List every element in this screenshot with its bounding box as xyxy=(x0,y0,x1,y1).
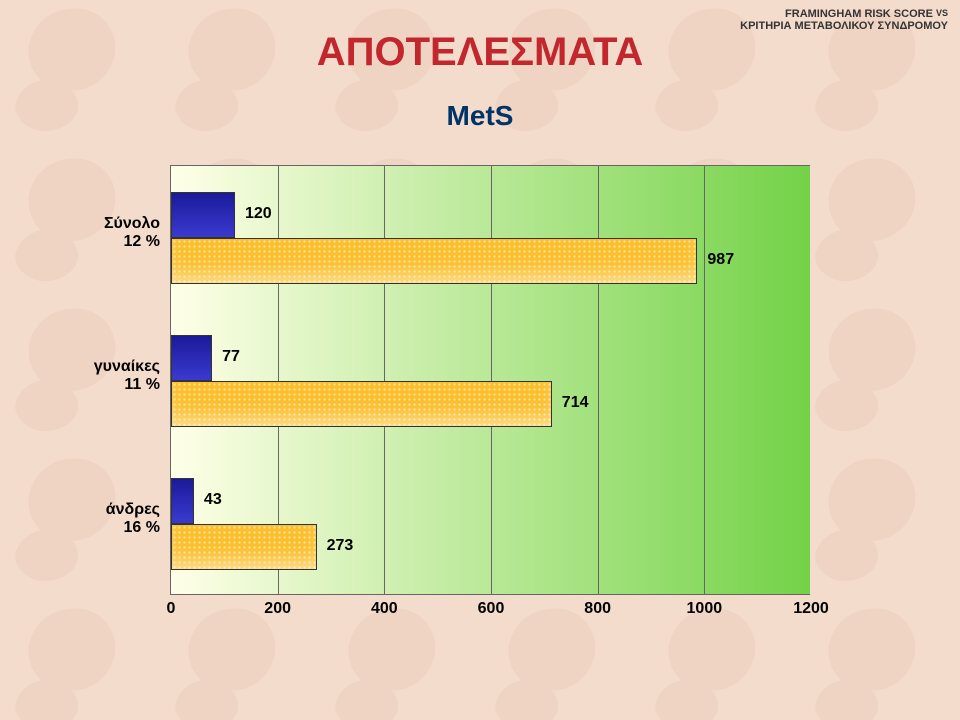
y-category-label: άνδρες16 % xyxy=(65,501,160,537)
plot-area: 0200400600800100012001209877771443273 xyxy=(170,165,810,595)
page-title: ΑΠΟΤΕΛΕΣΜΑΤΑ xyxy=(0,30,960,75)
data-label: 987 xyxy=(707,251,734,269)
data-label: 273 xyxy=(327,537,354,555)
x-tick-label: 400 xyxy=(371,600,398,618)
y-label-pct: 16 % xyxy=(65,519,160,537)
x-tick-label: 0 xyxy=(167,600,176,618)
header-block: FRAMINGHAM RISK SCORE VS ΚΡΙΤΗΡΙΑ ΜΕΤΑΒΟ… xyxy=(740,8,948,32)
y-label-name: άνδρες xyxy=(65,501,160,519)
header-vs: VS xyxy=(936,8,948,18)
x-tick-label: 600 xyxy=(478,600,505,618)
bar-large xyxy=(171,381,552,427)
bar-small xyxy=(171,478,194,524)
x-tick-label: 1000 xyxy=(687,600,723,618)
chart-title: MetS xyxy=(0,100,960,132)
gridline xyxy=(704,166,705,594)
x-tick-label: 800 xyxy=(584,600,611,618)
data-label: 43 xyxy=(204,491,222,509)
bar-small xyxy=(171,192,235,238)
gridline xyxy=(491,166,492,594)
data-label: 714 xyxy=(562,394,589,412)
x-tick-label: 200 xyxy=(264,600,291,618)
y-label-pct: 12 % xyxy=(65,233,160,251)
bar-large xyxy=(171,524,317,570)
gridline xyxy=(598,166,599,594)
bar-small xyxy=(171,335,212,381)
bar-large xyxy=(171,238,697,284)
gridline xyxy=(384,166,385,594)
y-label-name: γυναίκες xyxy=(65,358,160,376)
y-label-pct: 11 % xyxy=(65,376,160,394)
data-label: 77 xyxy=(222,348,240,366)
y-category-label: Σύνολο12 % xyxy=(65,215,160,251)
x-tick-label: 1200 xyxy=(793,600,829,618)
y-label-name: Σύνολο xyxy=(65,215,160,233)
header-line1: FRAMINGHAM RISK SCORE xyxy=(785,8,933,20)
y-category-label: γυναίκες11 % xyxy=(65,358,160,394)
mets-bar-chart: 0200400600800100012001209877771443273 xyxy=(170,165,810,595)
data-label: 120 xyxy=(245,205,272,223)
